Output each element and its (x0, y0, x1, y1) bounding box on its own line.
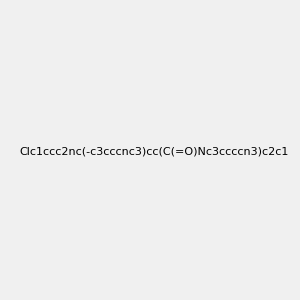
Text: Clc1ccc2nc(-c3cccnc3)cc(C(=O)Nc3ccccn3)c2c1: Clc1ccc2nc(-c3cccnc3)cc(C(=O)Nc3ccccn3)c… (19, 146, 288, 157)
